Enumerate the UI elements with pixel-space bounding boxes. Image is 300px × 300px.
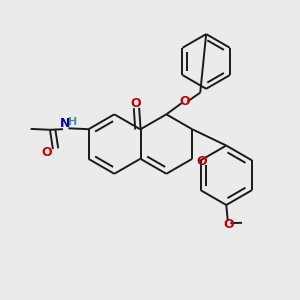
Text: O: O — [224, 218, 234, 231]
Text: O: O — [130, 98, 141, 110]
Text: O: O — [41, 146, 52, 159]
Text: H: H — [68, 117, 77, 127]
Text: O: O — [196, 155, 207, 168]
Text: N: N — [60, 117, 70, 130]
Text: O: O — [179, 95, 190, 108]
